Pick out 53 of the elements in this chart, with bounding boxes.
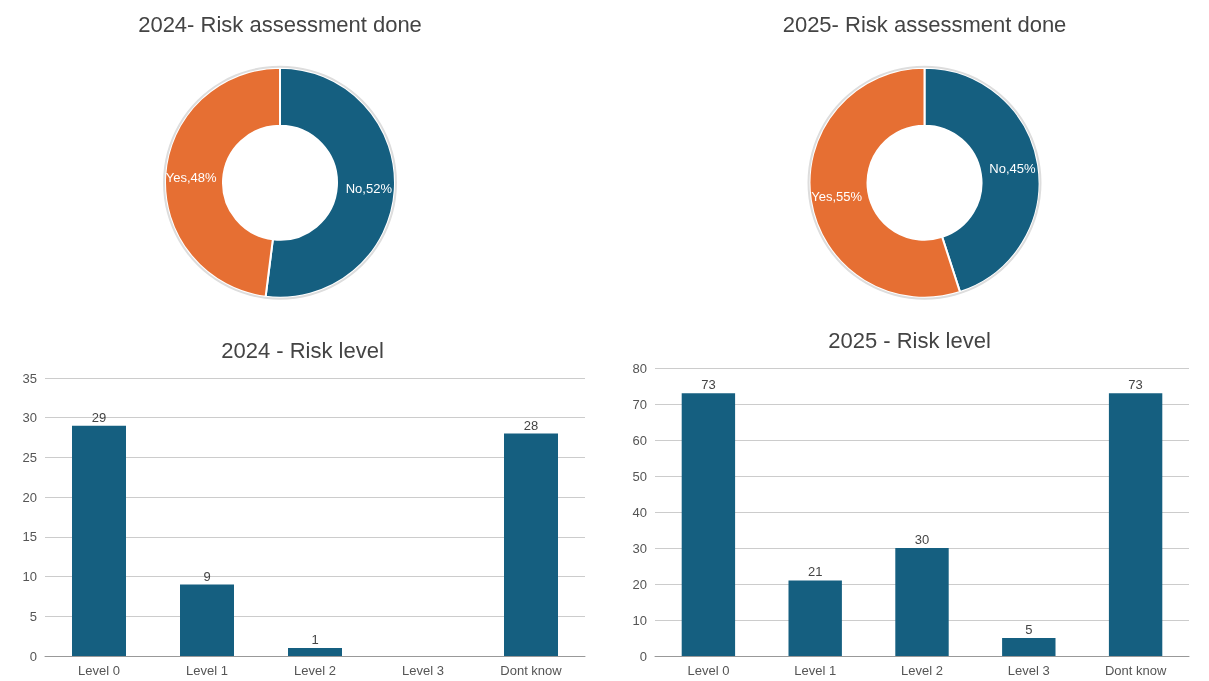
y-tick-label: 0 [29,648,37,664]
chart-title: 2025 - Risk level [828,327,991,353]
y-tick-label: 10 [22,569,37,585]
y-tick-label: 20 [632,576,647,592]
chart-title: 2025- Risk assessment done [782,11,1067,37]
y-tick-label: 80 [632,360,647,376]
y-tick-label: 60 [632,432,647,448]
bar [1002,638,1056,656]
data-label: 30 [914,532,930,547]
slice-label: No,45% [989,161,1036,177]
bar [681,393,736,656]
data-label: 29 [91,409,107,425]
y-tick-label: 50 [632,468,647,484]
x-tick-label: Dont know [500,663,563,678]
data-label: 1 [311,632,319,648]
data-label: 9 [203,568,211,584]
bar [895,548,949,656]
y-tick-label: 15 [22,529,37,545]
y-tick-label: 30 [22,410,37,426]
x-tick-label: Level 3 [1007,663,1050,678]
y-tick-label: 0 [639,648,647,664]
slice-label: Yes,48% [165,169,218,185]
data-label: 28 [523,417,539,433]
bar [72,425,126,656]
x-tick-label: Level 1 [186,663,228,678]
x-tick-label: Level 0 [687,663,730,678]
y-tick-label: 20 [22,489,37,505]
y-tick-label: 35 [22,370,37,386]
y-tick-label: 5 [29,608,37,624]
data-label: 73 [1128,377,1143,393]
slice-label: No,52% [345,180,393,196]
x-tick-label: Level 2 [901,663,943,678]
data-label: 21 [807,564,823,580]
slice-label: Yes,55% [811,189,863,205]
y-tick-label: 30 [632,540,647,556]
bar [288,648,342,656]
x-tick-label: Level 2 [294,663,336,678]
y-tick-label: 70 [632,396,647,412]
bar [504,433,558,656]
y-tick-label: 10 [632,612,647,628]
data-label: 5 [1025,622,1033,637]
chart-title: 2024- Risk assessment done [138,11,422,37]
x-tick-label: Level 0 [78,663,120,678]
y-tick-label: 25 [22,449,37,465]
x-tick-label: Level 1 [794,663,837,678]
chart-title: 2024 - Risk level [221,337,384,363]
bar [180,584,234,656]
bar [788,580,842,656]
data-label: 73 [701,377,716,393]
bar [1108,393,1163,656]
x-tick-label: Dont know [1104,663,1167,678]
y-tick-label: 40 [632,504,647,520]
x-tick-label: Level 3 [402,663,444,678]
